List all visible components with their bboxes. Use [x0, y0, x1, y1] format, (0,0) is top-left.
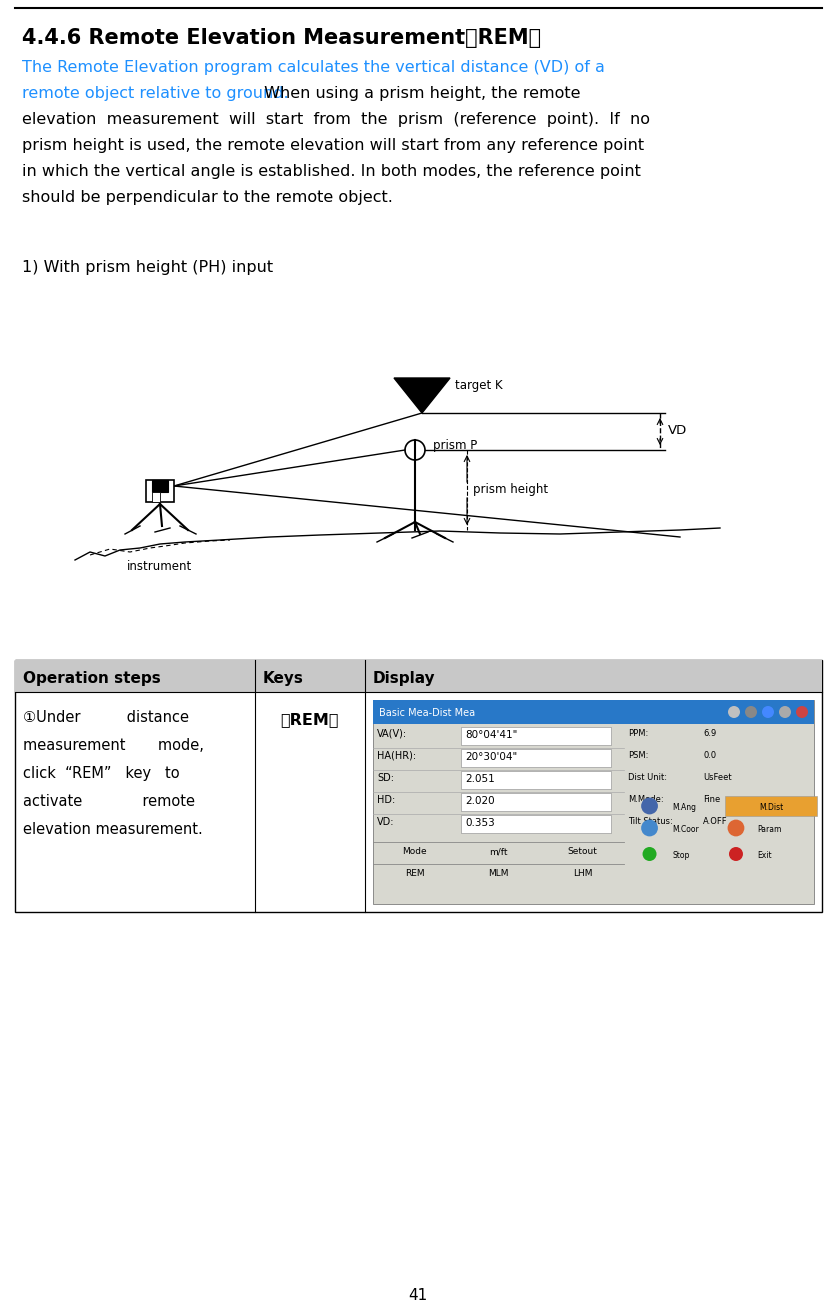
- Text: Stop: Stop: [671, 850, 689, 859]
- Text: HD:: HD:: [376, 795, 395, 806]
- Circle shape: [778, 706, 790, 718]
- Text: prism height is used, the remote elevation will start from any reference point: prism height is used, the remote elevati…: [22, 138, 644, 154]
- Bar: [725, 796, 816, 816]
- Text: VA(V):: VA(V):: [376, 729, 406, 739]
- Bar: [461, 749, 610, 768]
- Bar: [145, 480, 174, 502]
- Text: prism height: prism height: [472, 484, 548, 496]
- Text: UsFeet: UsFeet: [702, 773, 732, 782]
- Text: 2.020: 2.020: [465, 796, 494, 806]
- Text: should be perpendicular to the remote object.: should be perpendicular to the remote ob…: [22, 190, 392, 205]
- Bar: [461, 792, 610, 811]
- Text: in which the vertical angle is established. In both modes, the reference point: in which the vertical angle is establish…: [22, 164, 640, 178]
- Text: When using a prism height, the remote: When using a prism height, the remote: [258, 87, 580, 101]
- Text: prism P: prism P: [432, 438, 477, 451]
- Text: click  “REM”   key   to: click “REM” key to: [23, 766, 180, 781]
- Text: PPM:: PPM:: [628, 729, 648, 737]
- Bar: [373, 701, 813, 724]
- Text: Display: Display: [373, 670, 435, 685]
- Text: Tilt Status:: Tilt Status:: [628, 817, 672, 827]
- Bar: [152, 480, 168, 492]
- Text: A.OFF: A.OFF: [702, 817, 727, 827]
- Text: remote object relative to ground.: remote object relative to ground.: [22, 87, 288, 101]
- Text: HA(HR):: HA(HR):: [376, 750, 415, 761]
- Text: M.Dist: M.Dist: [758, 803, 782, 812]
- Text: Fine: Fine: [702, 795, 720, 804]
- Bar: [15, 660, 821, 691]
- Text: M.Ang: M.Ang: [671, 803, 696, 812]
- Text: Setout: Setout: [567, 848, 597, 857]
- Text: 0.0: 0.0: [702, 750, 716, 760]
- Bar: [15, 660, 821, 912]
- Text: 1) With prism height (PH) input: 1) With prism height (PH) input: [22, 260, 273, 276]
- Text: target K: target K: [455, 379, 502, 392]
- Text: 0.353: 0.353: [465, 817, 494, 828]
- Circle shape: [640, 798, 657, 815]
- Polygon shape: [394, 378, 450, 413]
- Bar: [152, 492, 160, 502]
- Text: 4.4.6 Remote Elevation Measurement（REM）: 4.4.6 Remote Elevation Measurement（REM）: [22, 28, 541, 49]
- Circle shape: [642, 848, 655, 861]
- Text: Dist Unit:: Dist Unit:: [628, 773, 666, 782]
- Bar: [373, 701, 813, 904]
- Text: M.Coor: M.Coor: [671, 824, 698, 833]
- Circle shape: [640, 820, 657, 837]
- Text: SD:: SD:: [376, 773, 394, 783]
- Text: m/ft: m/ft: [489, 848, 507, 857]
- Bar: [461, 727, 610, 745]
- Circle shape: [744, 706, 756, 718]
- Bar: [461, 815, 610, 833]
- Circle shape: [761, 706, 773, 718]
- Text: Keys: Keys: [263, 670, 303, 685]
- Text: elevation measurement.: elevation measurement.: [23, 823, 202, 837]
- Circle shape: [728, 848, 742, 861]
- Text: 2.051: 2.051: [465, 774, 494, 785]
- Text: MLM: MLM: [488, 870, 508, 879]
- Text: measurement       mode,: measurement mode,: [23, 737, 204, 753]
- Text: Operation steps: Operation steps: [23, 670, 161, 685]
- Text: M.Mode:: M.Mode:: [628, 795, 663, 804]
- Text: ①Under          distance: ①Under distance: [23, 710, 189, 726]
- Text: 6.9: 6.9: [702, 729, 716, 737]
- Text: 80°04'41": 80°04'41": [465, 729, 517, 740]
- Text: VD: VD: [667, 425, 686, 437]
- Text: Mode: Mode: [402, 848, 426, 857]
- Text: Basic Mea-Dist Mea: Basic Mea-Dist Mea: [379, 708, 475, 718]
- Text: VD:: VD:: [376, 817, 394, 827]
- Text: LHM: LHM: [572, 870, 592, 879]
- Circle shape: [727, 706, 739, 718]
- Text: instrument: instrument: [127, 560, 192, 573]
- Text: The Remote Elevation program calculates the vertical distance (VD) of a: The Remote Elevation program calculates …: [22, 60, 604, 75]
- Circle shape: [795, 706, 807, 718]
- Text: PSM:: PSM:: [628, 750, 648, 760]
- Circle shape: [726, 820, 743, 837]
- Bar: [461, 771, 610, 789]
- Text: Param: Param: [757, 824, 781, 833]
- Text: Exit: Exit: [757, 850, 771, 859]
- Text: 【REM】: 【REM】: [280, 712, 339, 727]
- Text: activate             remote: activate remote: [23, 794, 195, 810]
- Text: 20°30'04": 20°30'04": [465, 752, 517, 762]
- Text: elevation  measurement  will  start  from  the  prism  (reference  point).  If  : elevation measurement will start from th…: [22, 112, 650, 127]
- Text: 41: 41: [408, 1287, 427, 1303]
- Text: REM: REM: [405, 870, 424, 879]
